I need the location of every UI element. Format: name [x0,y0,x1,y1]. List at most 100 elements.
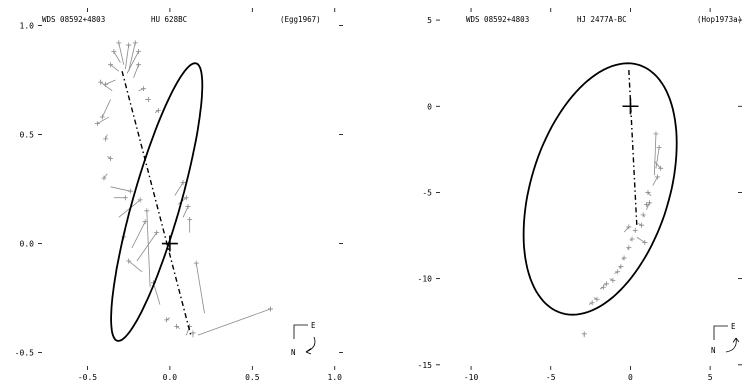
observation-point [122,195,128,201]
observation-point [600,284,606,290]
residual-line [100,81,113,92]
plot-axes: -10 -5 0 5 5 0 -5 -10 -15 [418,8,742,382]
plot-frame [38,8,343,370]
observation-point [632,227,638,233]
compass-direction-arrow [305,336,316,353]
observation-point [643,202,649,208]
residual-line [118,42,125,65]
observation-point [640,212,646,218]
observation-point [589,300,595,306]
observation-point [656,145,662,151]
residual-line [126,51,139,74]
x-tick-label: 0 [628,373,633,382]
residual-line [174,182,184,196]
observation-point [185,203,191,209]
y-tick-label: 0 [427,102,432,111]
observation-point [187,217,193,223]
observation-point [629,236,635,242]
residual-line [97,116,110,124]
compass: E N [291,321,316,357]
compass-north-label: N [711,346,716,355]
residual-line [110,186,131,192]
observation-point [116,40,122,46]
y-tick-label: 0.0 [20,240,35,249]
residual-line [195,263,205,314]
observation-point [618,264,624,270]
observation-point [145,97,151,103]
observation-point [183,195,189,201]
residual-line [105,79,116,85]
observation-point [655,174,661,180]
observation-point [126,42,132,48]
y-tick-label: -5 [422,188,432,197]
plot-axes: -0.5 0.0 0.5 1.0 1.0 0.5 0.0 -0.5 [15,8,343,382]
observation-point [126,258,132,264]
observation-point [193,260,199,266]
compass-east-label: E [731,322,736,331]
observation-point [173,323,179,329]
residual-line [646,202,650,210]
y-tick-label: 5 [427,16,432,25]
residual-line [128,260,143,273]
x-tick-label: 0.5 [245,373,260,382]
observation-point [99,114,105,120]
observation-point [645,189,651,195]
residual-line [146,210,151,288]
observation-point [108,155,114,161]
observation-point [101,175,107,181]
residual-line [136,232,158,262]
residual-line [636,236,645,243]
primary-star-marker [622,98,639,115]
panel-reference: (Hop1973a) [697,15,742,24]
observation-point [626,224,632,230]
observation-point [267,306,273,312]
observation-point [141,86,147,92]
residual-line [623,226,630,233]
observation-point [98,79,104,85]
residual-line [653,133,657,176]
observation-point [155,107,161,113]
observation-point [137,197,143,203]
residual-line [654,161,662,169]
residual-line [110,64,120,72]
x-tick-label: -0.5 [78,373,97,382]
line-of-nodes [121,71,193,338]
residual-line [128,42,136,72]
observations-group [94,40,273,338]
panel-pair-name: HJ 2477A-BC [577,15,627,24]
y-tick-label: -0.5 [15,349,34,358]
orbit-panel-hj-2477a-bc: WDS 08592+4803 HJ 2477A-BC (Hop1973a) -1… [418,8,742,382]
observation-point [626,245,632,251]
panel-wds-label: WDS 08592+4803 [466,15,529,24]
observation-point [154,230,160,236]
compass-direction-arrow [725,337,737,353]
residual-line [133,64,139,78]
observation-point [615,269,621,275]
observation-point [610,277,616,283]
observation-point [94,121,100,127]
residual-line [124,45,130,70]
residual-line [655,147,660,169]
observation-point [604,281,610,287]
x-tick-label: -10 [464,373,479,382]
residual-line [153,282,161,305]
observation-point [142,219,148,225]
panel-pair-name: HU 628BC [151,15,187,24]
orbit-ellipse [522,62,678,316]
residual-line [652,176,658,186]
residual-line [647,192,652,197]
compass-north-label: N [291,348,296,357]
y-tick-label: -15 [418,361,433,370]
orbit-ellipse [110,62,204,342]
observation-point [103,136,109,142]
observation-point [642,239,648,245]
observation-point [639,222,645,228]
observation-point [132,40,138,46]
observation-point [594,296,600,302]
x-tick-label: 5 [708,373,713,382]
observation-point [653,131,659,137]
observation-point [164,317,170,323]
observation-point [621,255,627,261]
compass: E N [711,322,740,355]
